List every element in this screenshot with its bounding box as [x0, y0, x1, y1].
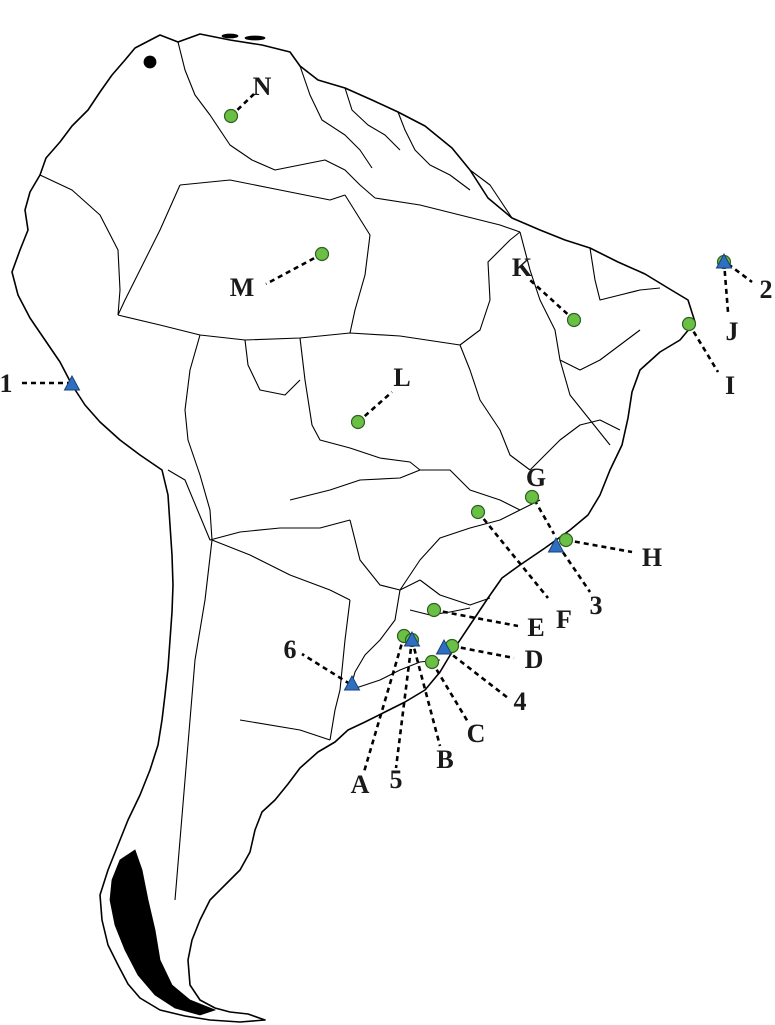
site-label-c: C: [467, 719, 486, 748]
site-marker-triangle-5: [403, 630, 421, 647]
site-marker-circle-h: [558, 532, 574, 548]
site-labels: A BC DE F G H IJ K L M N 1 2 3 4 5 6: [0, 72, 773, 799]
site-marker-circle-g: [524, 489, 540, 505]
leader-lines: [20, 93, 753, 773]
site-label-k: K: [512, 253, 533, 282]
site-marker-circle-e: [426, 602, 442, 618]
site-label-d: D: [525, 645, 544, 674]
site-label-5: 5: [390, 765, 403, 794]
site-marker-circle-c: [424, 654, 440, 670]
site-label-g: G: [526, 463, 546, 492]
continent-outline: [11, 33, 696, 1023]
site-marker-triangle-6: [343, 674, 361, 691]
site-label-i: I: [725, 371, 735, 400]
site-marker-triangle-4: [435, 638, 453, 655]
site-label-a: A: [351, 770, 370, 799]
site-marker-circle-i: [681, 316, 697, 332]
site-marker-triangle-3: [547, 536, 565, 553]
triangle-sites: [63, 252, 733, 691]
site-label-m: M: [230, 273, 255, 302]
site-label-b: B: [436, 745, 453, 774]
site-label-l: L: [393, 363, 410, 392]
site-label-f: F: [556, 605, 572, 634]
site-marker-circle-k: [566, 312, 582, 328]
site-marker-circle-f: [470, 504, 486, 520]
site-label-e: E: [527, 613, 544, 642]
site-marker-circle-n: [223, 108, 239, 124]
site-label-4: 4: [514, 687, 527, 716]
circle-sites: [223, 108, 732, 670]
site-label-j: J: [726, 317, 739, 346]
site-marker-circle-m: [314, 246, 330, 262]
site-label-3: 3: [590, 591, 603, 620]
site-marker-triangle-1: [63, 374, 81, 391]
site-label-n: N: [253, 72, 272, 101]
country-borders: [39, 41, 661, 901]
islands: [109, 33, 266, 1016]
site-marker-circle-l: [350, 414, 366, 430]
site-label-1: 1: [0, 369, 13, 398]
site-label-6: 6: [284, 635, 297, 664]
site-label-h: H: [642, 543, 662, 572]
site-label-2: 2: [760, 275, 773, 304]
site-marker-triangle-2: [715, 252, 733, 269]
